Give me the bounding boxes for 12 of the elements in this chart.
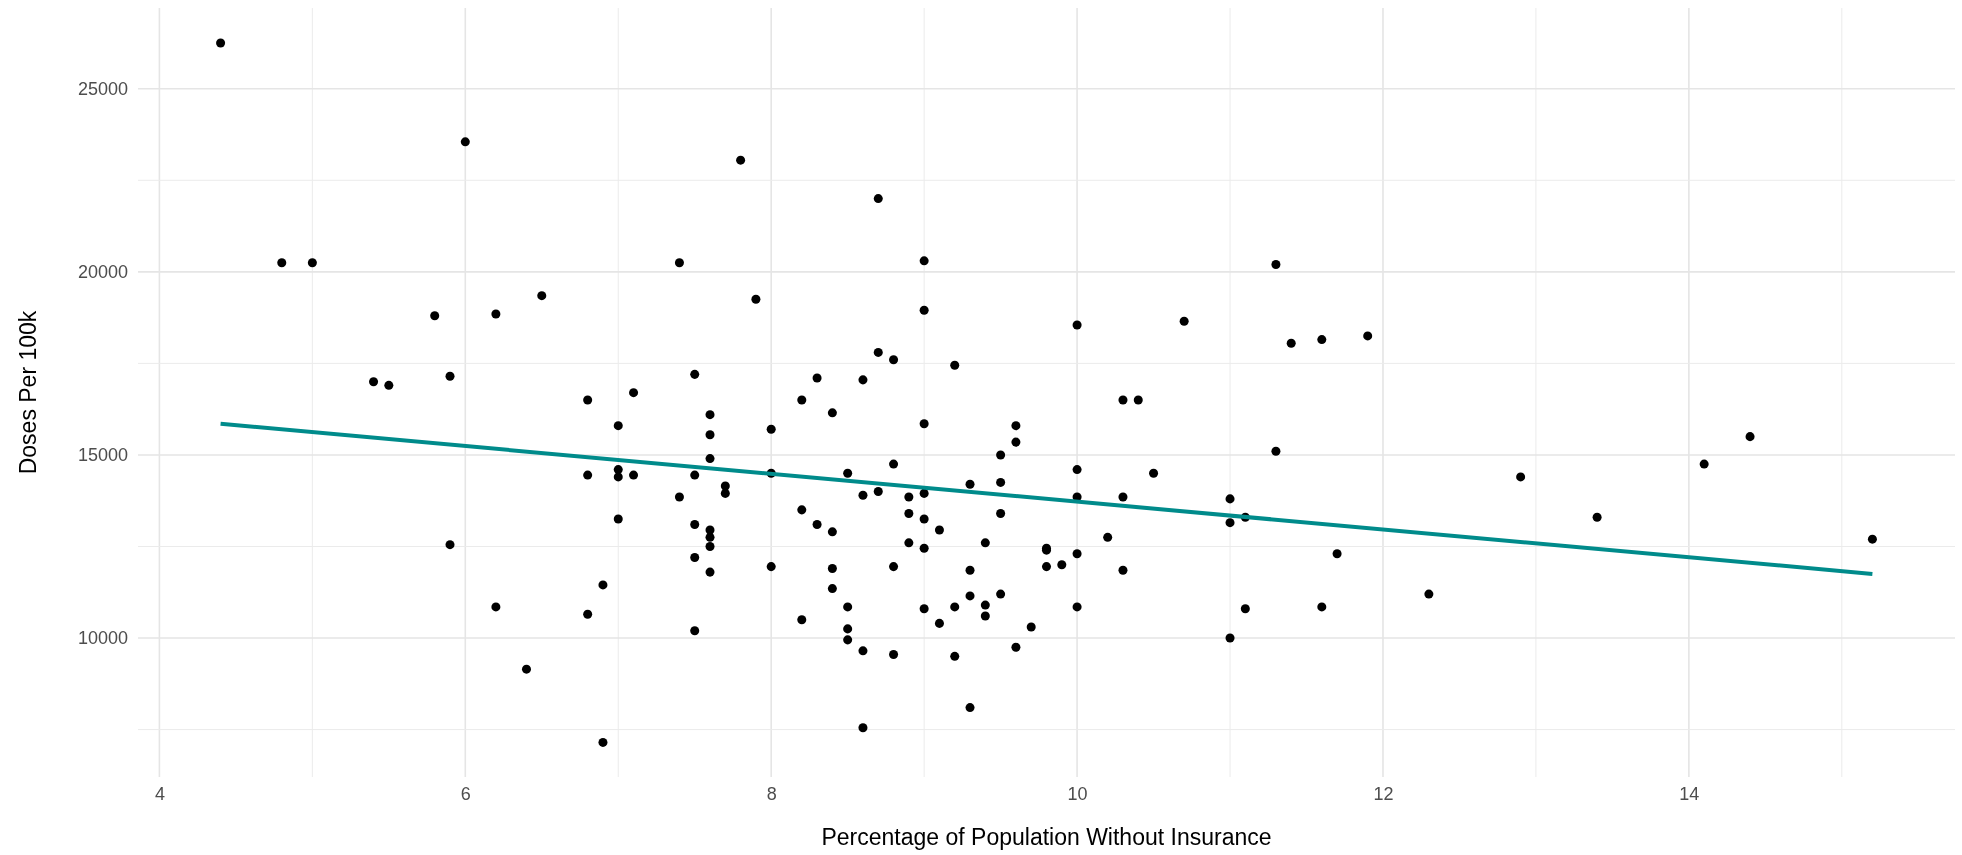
y-axis-title: Doses Per 100k: [15, 310, 41, 475]
y-tick-label: 15000: [77, 445, 128, 466]
y-tick-label: 20000: [77, 262, 128, 283]
x-tick-label: 10: [1067, 783, 1088, 804]
x-tick-label: 12: [1373, 783, 1394, 804]
x-tick-label: 6: [460, 783, 471, 804]
y-tick-label: 10000: [77, 628, 128, 649]
x-axis-title: Percentage of Population Without Insurance: [821, 824, 1272, 850]
y-tick-label: 25000: [77, 79, 128, 100]
x-tick-label: 4: [154, 783, 165, 804]
x-tick-label: 8: [766, 783, 777, 804]
x-tick-label: 14: [1679, 783, 1700, 804]
